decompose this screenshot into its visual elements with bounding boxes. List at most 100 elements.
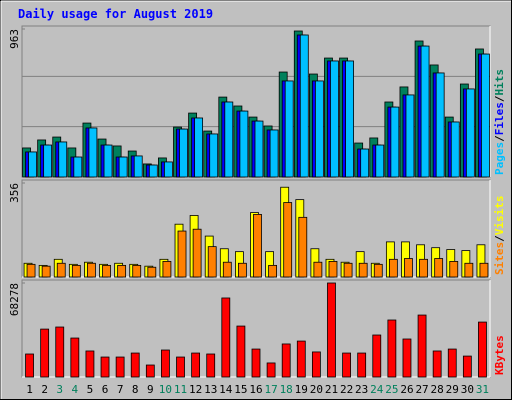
bar (118, 156, 128, 178)
x-tick-label: 18 (280, 383, 293, 396)
bar (71, 264, 81, 278)
bar (115, 356, 125, 378)
bar (327, 282, 336, 378)
bar (269, 129, 279, 178)
x-tick-label: 9 (147, 383, 154, 396)
legend-separator: / (493, 135, 506, 142)
bar (375, 144, 385, 178)
legend: Pages/Files/Hits (493, 69, 506, 175)
bar (449, 261, 459, 278)
bar (194, 117, 204, 178)
bar (28, 151, 37, 178)
bar (55, 326, 65, 378)
bar (192, 228, 202, 278)
bar (162, 261, 172, 278)
bar (464, 262, 474, 278)
bar (435, 72, 445, 178)
bar (117, 264, 127, 278)
bar (133, 155, 143, 178)
y-max-label: 356 (8, 183, 21, 203)
bar (434, 258, 444, 278)
x-tick-label: 22 (340, 383, 353, 396)
x-tick-label: 12 (189, 383, 202, 396)
x-tick-label: 19 (295, 383, 308, 396)
bar (478, 321, 487, 378)
bar (147, 266, 157, 278)
bar (360, 148, 370, 178)
x-tick-label: 3 (56, 383, 63, 396)
bar (176, 356, 185, 378)
bar (87, 262, 96, 278)
x-tick-label: 14 (219, 383, 233, 396)
bar (404, 258, 413, 278)
bar (342, 352, 351, 378)
x-tick-label: 4 (72, 383, 79, 396)
bar (372, 334, 382, 378)
bar (132, 264, 142, 278)
x-tick-label: 10 (159, 383, 172, 396)
bar (358, 262, 368, 278)
bar (357, 352, 367, 378)
bar (26, 263, 36, 278)
x-tick-label: 5 (87, 383, 94, 396)
bar (236, 325, 246, 378)
bar (179, 128, 188, 178)
x-tick-label: 25 (385, 383, 398, 396)
bar (191, 352, 201, 378)
bar (479, 262, 489, 278)
bar (25, 353, 34, 378)
legend-entry: Pages (493, 142, 506, 175)
bar (328, 261, 338, 278)
x-tick-label: 11 (174, 383, 187, 396)
bar (85, 350, 95, 378)
x-tick-label: 31 (476, 383, 489, 396)
legend-entry: Visits (493, 196, 506, 236)
bar (145, 364, 155, 378)
bar (330, 60, 339, 178)
x-tick-label: 26 (400, 383, 413, 396)
x-tick-label: 24 (370, 383, 384, 396)
x-tick-label: 8 (132, 383, 139, 396)
legend-entry: KBytes (493, 335, 506, 375)
y-max-label: 68278 (8, 283, 21, 316)
bar (221, 297, 231, 378)
bar (222, 261, 232, 278)
bar (402, 338, 412, 378)
bar (102, 264, 111, 278)
bar (238, 262, 247, 278)
x-tick-label: 1 (26, 383, 33, 396)
bar (284, 80, 294, 178)
bar (177, 230, 187, 278)
x-tick-label: 17 (264, 383, 277, 396)
legend-entry: Hits (493, 69, 506, 96)
bar (148, 164, 158, 178)
bar (254, 120, 264, 178)
bar (387, 319, 397, 378)
legend-separator: / (493, 235, 506, 242)
bar (314, 80, 324, 178)
bar (73, 156, 83, 178)
bar (343, 262, 353, 278)
bar (388, 258, 398, 278)
legend: Sites/Visits (493, 196, 506, 276)
bar (311, 351, 321, 378)
bar (58, 141, 68, 178)
bar (432, 350, 442, 378)
bar (70, 337, 80, 378)
bar (40, 328, 50, 378)
bar (56, 262, 66, 278)
bar (239, 110, 249, 178)
bar (417, 314, 427, 378)
legend-entry: Sites (493, 242, 506, 275)
bar (447, 348, 457, 378)
chart-title: Daily usage for August 2019 (18, 7, 213, 21)
bar (390, 106, 400, 178)
bar (161, 349, 170, 378)
bar (462, 355, 472, 378)
bar (41, 265, 51, 278)
bar (43, 144, 53, 178)
bar (268, 264, 277, 278)
bar (296, 340, 306, 378)
legend-entry: Files (493, 102, 506, 135)
